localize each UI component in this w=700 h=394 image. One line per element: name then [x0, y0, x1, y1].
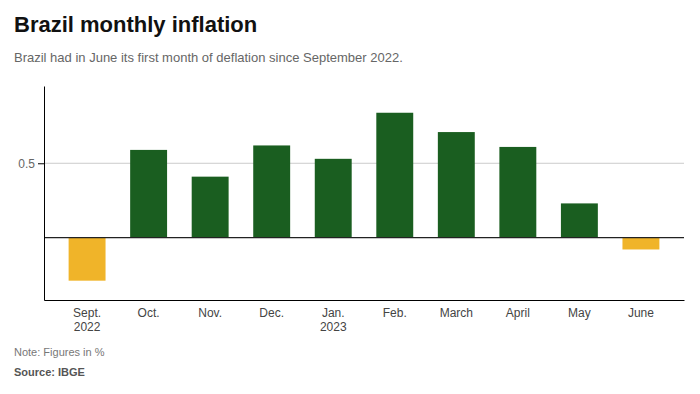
x-tick-label: Dec.: [259, 306, 284, 320]
baseline: [44, 237, 684, 238]
bar: [130, 150, 167, 238]
bar: [253, 145, 290, 237]
y-axis: 0.5: [18, 87, 44, 301]
x-tick-label: Sept.2022: [73, 306, 101, 334]
bar: [438, 132, 475, 238]
bar: [192, 177, 229, 238]
annotation: Source: IBGE: [14, 366, 85, 378]
x-tick-label-line: March: [440, 306, 473, 320]
annotation: Note: Figures in %: [14, 346, 105, 358]
x-tick: Oct.: [138, 300, 160, 320]
x-tick-label: May: [568, 306, 591, 320]
plot: 0.5 Sept.2022 Oct. Nov. Dec. Jan.2023 Feb. Marc…: [18, 87, 684, 334]
x-tick-label-line: Oct.: [138, 306, 160, 320]
x-tick-label-line: Nov.: [198, 306, 222, 320]
bar: [499, 147, 536, 238]
x-tick-label: Feb.: [383, 306, 407, 320]
y-axis-line: [44, 87, 45, 301]
x-axis: Sept.2022 Oct. Nov. Dec. Jan.2023 Feb. March Ap…: [45, 300, 685, 334]
x-tick-label-line: Dec.: [259, 306, 284, 320]
subtitle: Brazil had in June its first month of de…: [14, 50, 403, 65]
bar: [622, 238, 659, 250]
x-tick-label-line: Feb.: [383, 306, 407, 320]
x-tick-label-line: April: [506, 306, 530, 320]
x-tick: June: [628, 300, 654, 320]
x-tick-label-line: 2023: [320, 320, 347, 334]
x-tick-label: Nov.: [198, 306, 222, 320]
y-tick: 0.5: [18, 157, 44, 171]
x-tick-label: March: [440, 306, 473, 320]
x-tick: Dec.: [259, 300, 284, 320]
x-tick-label: Oct.: [138, 306, 160, 320]
bar: [561, 203, 598, 237]
x-tick-label-line: 2022: [74, 320, 101, 334]
bar: [376, 113, 413, 238]
x-tick-label-line: Jan.: [322, 306, 345, 320]
x-tick: March: [440, 300, 473, 320]
chart: Brazil monthly inflation Brazil had in Ju…: [0, 0, 700, 394]
y-tick-label: 0.5: [18, 157, 35, 171]
x-tick-label: June: [628, 306, 654, 320]
bar: [69, 238, 106, 281]
x-tick-label-line: Sept.: [73, 306, 101, 320]
bars: [69, 113, 660, 281]
x-axis-line: [45, 300, 685, 301]
x-tick-label: Jan.2023: [320, 306, 347, 334]
x-tick: Nov.: [198, 300, 222, 320]
x-tick-label-line: June: [628, 306, 654, 320]
x-tick: Jan.2023: [320, 300, 347, 334]
x-tick: May: [568, 300, 591, 320]
x-tick: Sept.2022: [73, 300, 101, 334]
x-tick: April: [506, 300, 530, 320]
title: Brazil monthly inflation: [14, 12, 257, 37]
y-tick-mark: [38, 163, 44, 164]
x-tick: Feb.: [383, 300, 407, 320]
x-tick-label: April: [506, 306, 530, 320]
bar: [315, 159, 352, 238]
x-tick-label-line: May: [568, 306, 591, 320]
